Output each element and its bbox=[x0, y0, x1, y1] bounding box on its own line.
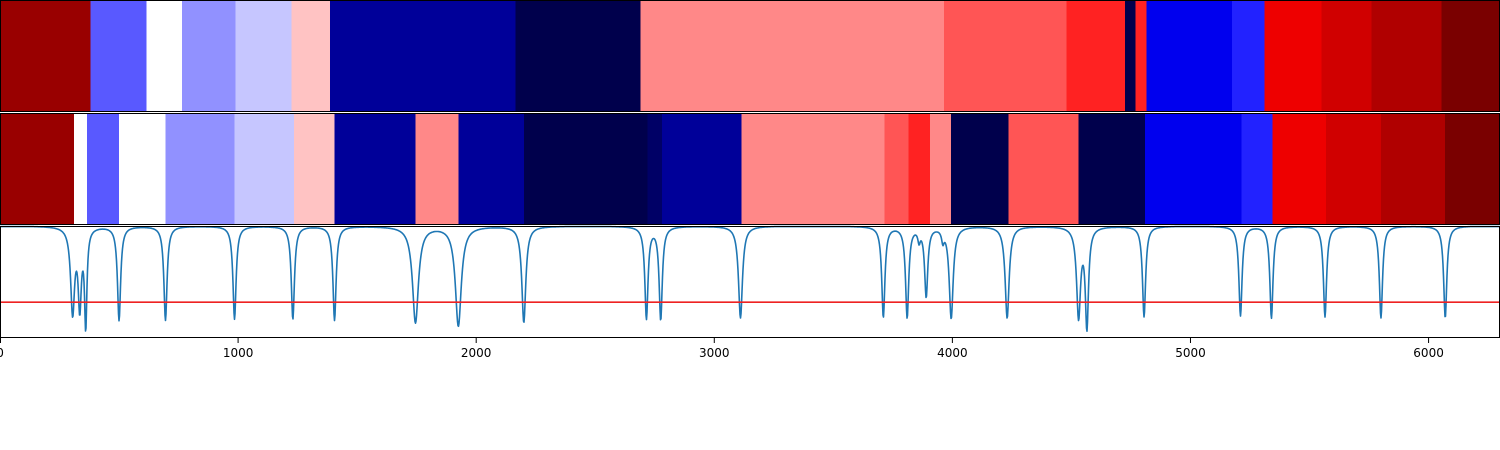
bottom-track-segment-18 bbox=[1008, 113, 1079, 225]
top-track-segment-11 bbox=[1125, 0, 1136, 112]
top-track-segment-4 bbox=[235, 0, 292, 112]
segmentation-track-bottom bbox=[0, 113, 1500, 225]
top-track-segment-7 bbox=[515, 0, 641, 112]
top-track-segment-13 bbox=[1146, 0, 1233, 112]
x-tick-label-2: 2000 bbox=[461, 346, 492, 360]
novelty-curve-panel bbox=[0, 225, 1500, 333]
bottom-track-segment-9 bbox=[458, 113, 524, 225]
bottom-track-segment-20 bbox=[1145, 113, 1242, 225]
bottom-track-segment-8 bbox=[415, 113, 459, 225]
top-track-segment-12 bbox=[1135, 0, 1147, 112]
bottom-track-segment-1 bbox=[73, 113, 87, 225]
bottom-track-segment-14 bbox=[884, 113, 909, 225]
top-track-segment-3 bbox=[182, 0, 236, 112]
x-tick-label-0: 0 bbox=[0, 346, 4, 360]
bottom-track-segment-21 bbox=[1241, 113, 1273, 225]
top-track-segment-1 bbox=[90, 0, 147, 112]
bottom-track-segment-12 bbox=[661, 113, 742, 225]
bottom-track-segment-7 bbox=[334, 113, 416, 225]
bottom-track-segment-2 bbox=[86, 113, 120, 225]
bottom-track-segment-0 bbox=[0, 113, 74, 225]
x-tick-label-4: 4000 bbox=[937, 346, 968, 360]
bottom-track-segment-11 bbox=[647, 113, 662, 225]
top-track-segment-17 bbox=[1371, 0, 1442, 112]
bottom-track-segment-25 bbox=[1445, 113, 1500, 225]
bottom-track-segment-5 bbox=[234, 113, 295, 225]
top-track-segment-0 bbox=[0, 0, 91, 112]
top-track-segment-18 bbox=[1441, 0, 1500, 112]
bottom-track-segment-23 bbox=[1326, 113, 1381, 225]
bottom-track-segment-17 bbox=[951, 113, 1009, 225]
top-track-segment-2 bbox=[146, 0, 183, 112]
novelty-curve-line bbox=[0, 225, 1500, 333]
bottom-track-segment-4 bbox=[165, 113, 235, 225]
bottom-track-segment-19 bbox=[1078, 113, 1146, 225]
top-track-segment-14 bbox=[1232, 0, 1265, 112]
bottom-track-segment-13 bbox=[741, 113, 885, 225]
bottom-track-segment-16 bbox=[929, 113, 952, 225]
x-tick-label-1: 1000 bbox=[223, 346, 254, 360]
segmentation-track-top bbox=[0, 0, 1500, 112]
bottom-track-segment-3 bbox=[119, 113, 166, 225]
top-track-segment-15 bbox=[1264, 0, 1322, 112]
x-axis: 0 1000 2000 3000 4000 5000 6000 bbox=[0, 338, 1444, 360]
bottom-track-segment-10 bbox=[523, 113, 648, 225]
x-tick-label-6: 6000 bbox=[1413, 346, 1444, 360]
top-track-segment-5 bbox=[291, 0, 330, 112]
top-track-segment-9 bbox=[944, 0, 1067, 112]
bottom-track-segment-15 bbox=[908, 113, 930, 225]
panel-frame-2 bbox=[0, 226, 1500, 338]
top-track-segment-10 bbox=[1066, 0, 1125, 112]
bottom-track-segment-22 bbox=[1272, 113, 1327, 225]
x-tick-label-5: 5000 bbox=[1175, 346, 1206, 360]
top-track-segment-6 bbox=[329, 0, 516, 112]
bottom-track-segment-24 bbox=[1380, 113, 1446, 225]
top-track-segment-16 bbox=[1321, 0, 1372, 112]
x-tick-label-3: 3000 bbox=[699, 346, 730, 360]
bottom-track-segment-6 bbox=[294, 113, 335, 225]
top-track-segment-8 bbox=[640, 0, 945, 112]
